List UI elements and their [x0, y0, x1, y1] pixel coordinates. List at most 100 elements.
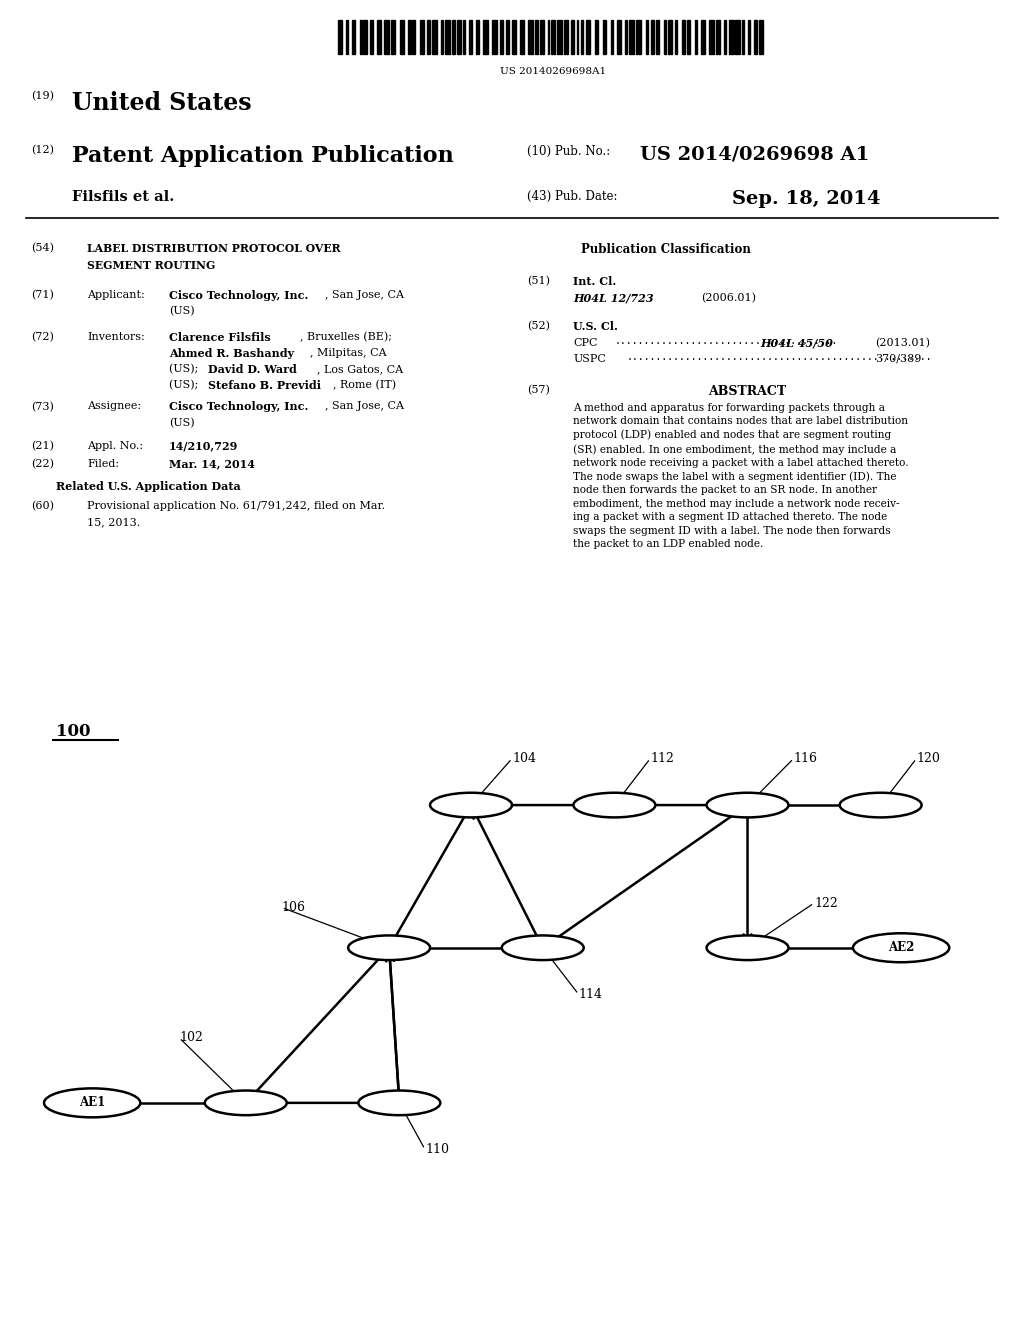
- Text: Inventors:: Inventors:: [87, 331, 144, 342]
- Text: 100: 100: [56, 723, 91, 741]
- Bar: [687, 20, 690, 54]
- Bar: [564, 20, 568, 54]
- Bar: [664, 20, 667, 54]
- Bar: [637, 20, 641, 54]
- Bar: [755, 20, 757, 54]
- Text: (71): (71): [31, 290, 53, 301]
- Ellipse shape: [502, 936, 584, 960]
- Text: (57): (57): [527, 385, 550, 395]
- Bar: [364, 20, 367, 54]
- Bar: [463, 20, 465, 54]
- Bar: [595, 20, 598, 54]
- Ellipse shape: [573, 793, 655, 817]
- Bar: [512, 20, 516, 54]
- Bar: [716, 20, 720, 54]
- Text: 122: 122: [814, 896, 838, 909]
- Text: , Bruxelles (BE);: , Bruxelles (BE);: [300, 331, 392, 342]
- Bar: [586, 20, 590, 54]
- Text: H04L 45/50: H04L 45/50: [760, 338, 833, 348]
- Text: ......................................: ......................................: [614, 337, 838, 346]
- Text: 112: 112: [650, 752, 674, 766]
- Text: 15, 2013.: 15, 2013.: [87, 517, 140, 528]
- Text: Cisco Technology, Inc.: Cisco Technology, Inc.: [169, 401, 308, 412]
- Bar: [351, 20, 355, 54]
- Bar: [724, 20, 726, 54]
- Text: (19): (19): [31, 91, 53, 102]
- Bar: [377, 20, 381, 54]
- Bar: [413, 20, 415, 54]
- Ellipse shape: [430, 793, 512, 817]
- Bar: [346, 20, 348, 54]
- Bar: [359, 20, 361, 54]
- Text: 370/389: 370/389: [876, 354, 922, 363]
- Text: Related U.S. Application Data: Related U.S. Application Data: [56, 480, 241, 491]
- Text: US 2014/0269698 A1: US 2014/0269698 A1: [640, 145, 869, 164]
- Text: 102: 102: [179, 1031, 203, 1044]
- Text: USPC: USPC: [573, 354, 606, 363]
- Text: , Los Gatos, CA: , Los Gatos, CA: [317, 364, 403, 374]
- Bar: [408, 20, 411, 54]
- Bar: [651, 20, 653, 54]
- Bar: [581, 20, 583, 54]
- Text: ....................................................: ........................................…: [627, 352, 932, 362]
- Bar: [493, 20, 497, 54]
- Text: (10) Pub. No.:: (10) Pub. No.:: [527, 145, 610, 158]
- Text: Filed:: Filed:: [87, 459, 119, 469]
- Text: Appl. No.:: Appl. No.:: [87, 441, 143, 450]
- Text: 106: 106: [282, 902, 305, 913]
- Bar: [520, 20, 524, 54]
- Bar: [469, 20, 472, 54]
- Ellipse shape: [358, 1090, 440, 1115]
- Text: Clarence Filsfils: Clarence Filsfils: [169, 331, 270, 343]
- Bar: [399, 20, 404, 54]
- Bar: [453, 20, 455, 54]
- Ellipse shape: [840, 793, 922, 817]
- Text: (73): (73): [31, 401, 53, 412]
- Bar: [625, 20, 628, 54]
- Bar: [506, 20, 509, 54]
- Text: (52): (52): [527, 321, 550, 331]
- Text: 120: 120: [916, 752, 940, 766]
- Text: (43) Pub. Date:: (43) Pub. Date:: [527, 190, 617, 203]
- Text: Mar. 14, 2014: Mar. 14, 2014: [169, 459, 255, 470]
- Text: Cisco Technology, Inc.: Cisco Technology, Inc.: [169, 290, 308, 301]
- Bar: [675, 20, 677, 54]
- Text: United States: United States: [72, 91, 251, 115]
- Ellipse shape: [707, 793, 788, 817]
- Bar: [682, 20, 684, 54]
- Text: CPC: CPC: [573, 338, 598, 347]
- Bar: [528, 20, 534, 54]
- Text: , Rome (IT): , Rome (IT): [333, 380, 396, 389]
- Bar: [709, 20, 714, 54]
- Bar: [548, 20, 549, 54]
- Ellipse shape: [348, 936, 430, 960]
- Text: , San Jose, CA: , San Jose, CA: [325, 401, 403, 412]
- Bar: [645, 20, 648, 54]
- Ellipse shape: [853, 933, 949, 962]
- Bar: [370, 20, 374, 54]
- Bar: [420, 20, 424, 54]
- Bar: [445, 20, 450, 54]
- Bar: [617, 20, 621, 54]
- Bar: [759, 20, 764, 54]
- Bar: [700, 20, 706, 54]
- Text: U.S. Cl.: U.S. Cl.: [573, 321, 618, 331]
- Bar: [483, 20, 487, 54]
- Text: (21): (21): [31, 441, 53, 451]
- Text: Provisional application No. 61/791,242, filed on Mar.: Provisional application No. 61/791,242, …: [87, 502, 385, 511]
- Text: Publication Classification: Publication Classification: [581, 243, 751, 256]
- Bar: [441, 20, 443, 54]
- Bar: [611, 20, 612, 54]
- Text: LABEL DISTRIBUTION PROTOCOL OVER: LABEL DISTRIBUTION PROTOCOL OVER: [87, 243, 341, 255]
- Text: Sep. 18, 2014: Sep. 18, 2014: [732, 190, 881, 209]
- Bar: [603, 20, 606, 54]
- Bar: [501, 20, 503, 54]
- Bar: [457, 20, 462, 54]
- Text: ABSTRACT: ABSTRACT: [709, 385, 786, 397]
- Text: US 20140269698A1: US 20140269698A1: [500, 67, 606, 75]
- Bar: [735, 20, 740, 54]
- Text: , Milpitas, CA: , Milpitas, CA: [310, 347, 387, 358]
- Bar: [390, 20, 395, 54]
- Text: (US);: (US);: [169, 380, 202, 389]
- Text: AE2: AE2: [888, 941, 914, 954]
